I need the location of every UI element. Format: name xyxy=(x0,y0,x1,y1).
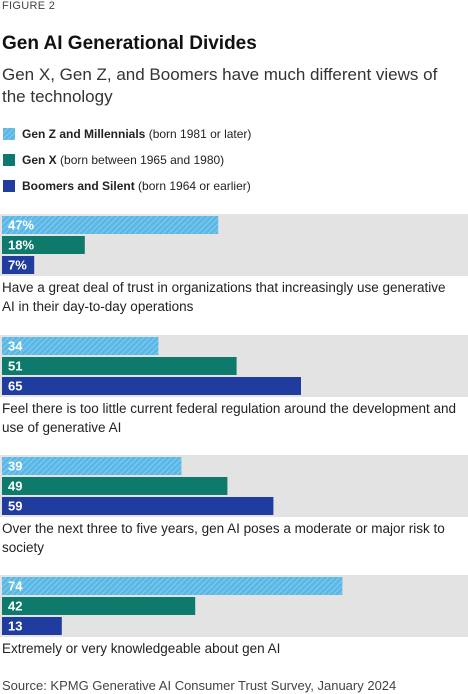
value-label: 18% xyxy=(8,237,34,252)
bar xyxy=(2,236,85,254)
legend-swatch xyxy=(3,180,15,192)
category-label: Have a great deal of trust in organizati… xyxy=(2,280,446,314)
bar xyxy=(2,497,274,515)
value-label: 42 xyxy=(8,598,22,613)
chart-title: Gen AI Generational Divides xyxy=(2,33,257,54)
bar xyxy=(2,477,228,495)
category-label: Over the next three to five years, gen A… xyxy=(2,521,445,555)
value-label: 49 xyxy=(8,478,22,493)
source-note: Source: KPMG Generative AI Consumer Trus… xyxy=(2,678,397,693)
bar xyxy=(2,617,62,635)
value-label: 74 xyxy=(8,578,23,593)
figure-label: FIGURE 2 xyxy=(2,0,56,12)
bar xyxy=(2,597,196,615)
bar-hatch xyxy=(2,216,219,234)
category-label: Extremely or very knowledgeable about ge… xyxy=(2,641,281,656)
value-label: 34 xyxy=(8,338,23,353)
bar xyxy=(2,256,35,274)
value-label: 47% xyxy=(8,217,34,232)
legend-swatch xyxy=(3,154,15,166)
value-label: 51 xyxy=(8,358,22,373)
bar-hatch xyxy=(2,337,159,355)
legend-entry: Gen X (born between 1965 and 1980) xyxy=(22,153,224,167)
bar-hatch xyxy=(2,577,343,595)
chart-subtitle: Gen X, Gen Z, and Boomers have much diff… xyxy=(2,65,438,106)
category-label: Feel there is too little current federal… xyxy=(2,401,457,435)
value-label: 65 xyxy=(8,378,22,393)
value-label: 39 xyxy=(8,458,22,473)
legend-swatch-hatch xyxy=(3,128,15,140)
legend-name: Gen Z and Millennials xyxy=(22,127,146,141)
bar xyxy=(2,377,301,395)
bar-hatch xyxy=(2,457,182,475)
legend-name: Gen X xyxy=(22,153,57,167)
legend-name: Boomers and Silent xyxy=(22,179,135,193)
legend-entry: Boomers and Silent (born 1964 or earlier… xyxy=(22,179,251,193)
value-label: 59 xyxy=(8,498,22,513)
value-label: 7% xyxy=(8,257,27,272)
legend-note: (born 1981 or later) xyxy=(148,127,252,141)
legend-note: (born 1964 or earlier) xyxy=(138,179,251,193)
bar xyxy=(2,357,237,375)
legend-note: (born between 1965 and 1980) xyxy=(60,153,225,167)
legend-entry: Gen Z and Millennials (born 1981 or late… xyxy=(22,127,251,141)
value-label: 13 xyxy=(8,618,22,633)
